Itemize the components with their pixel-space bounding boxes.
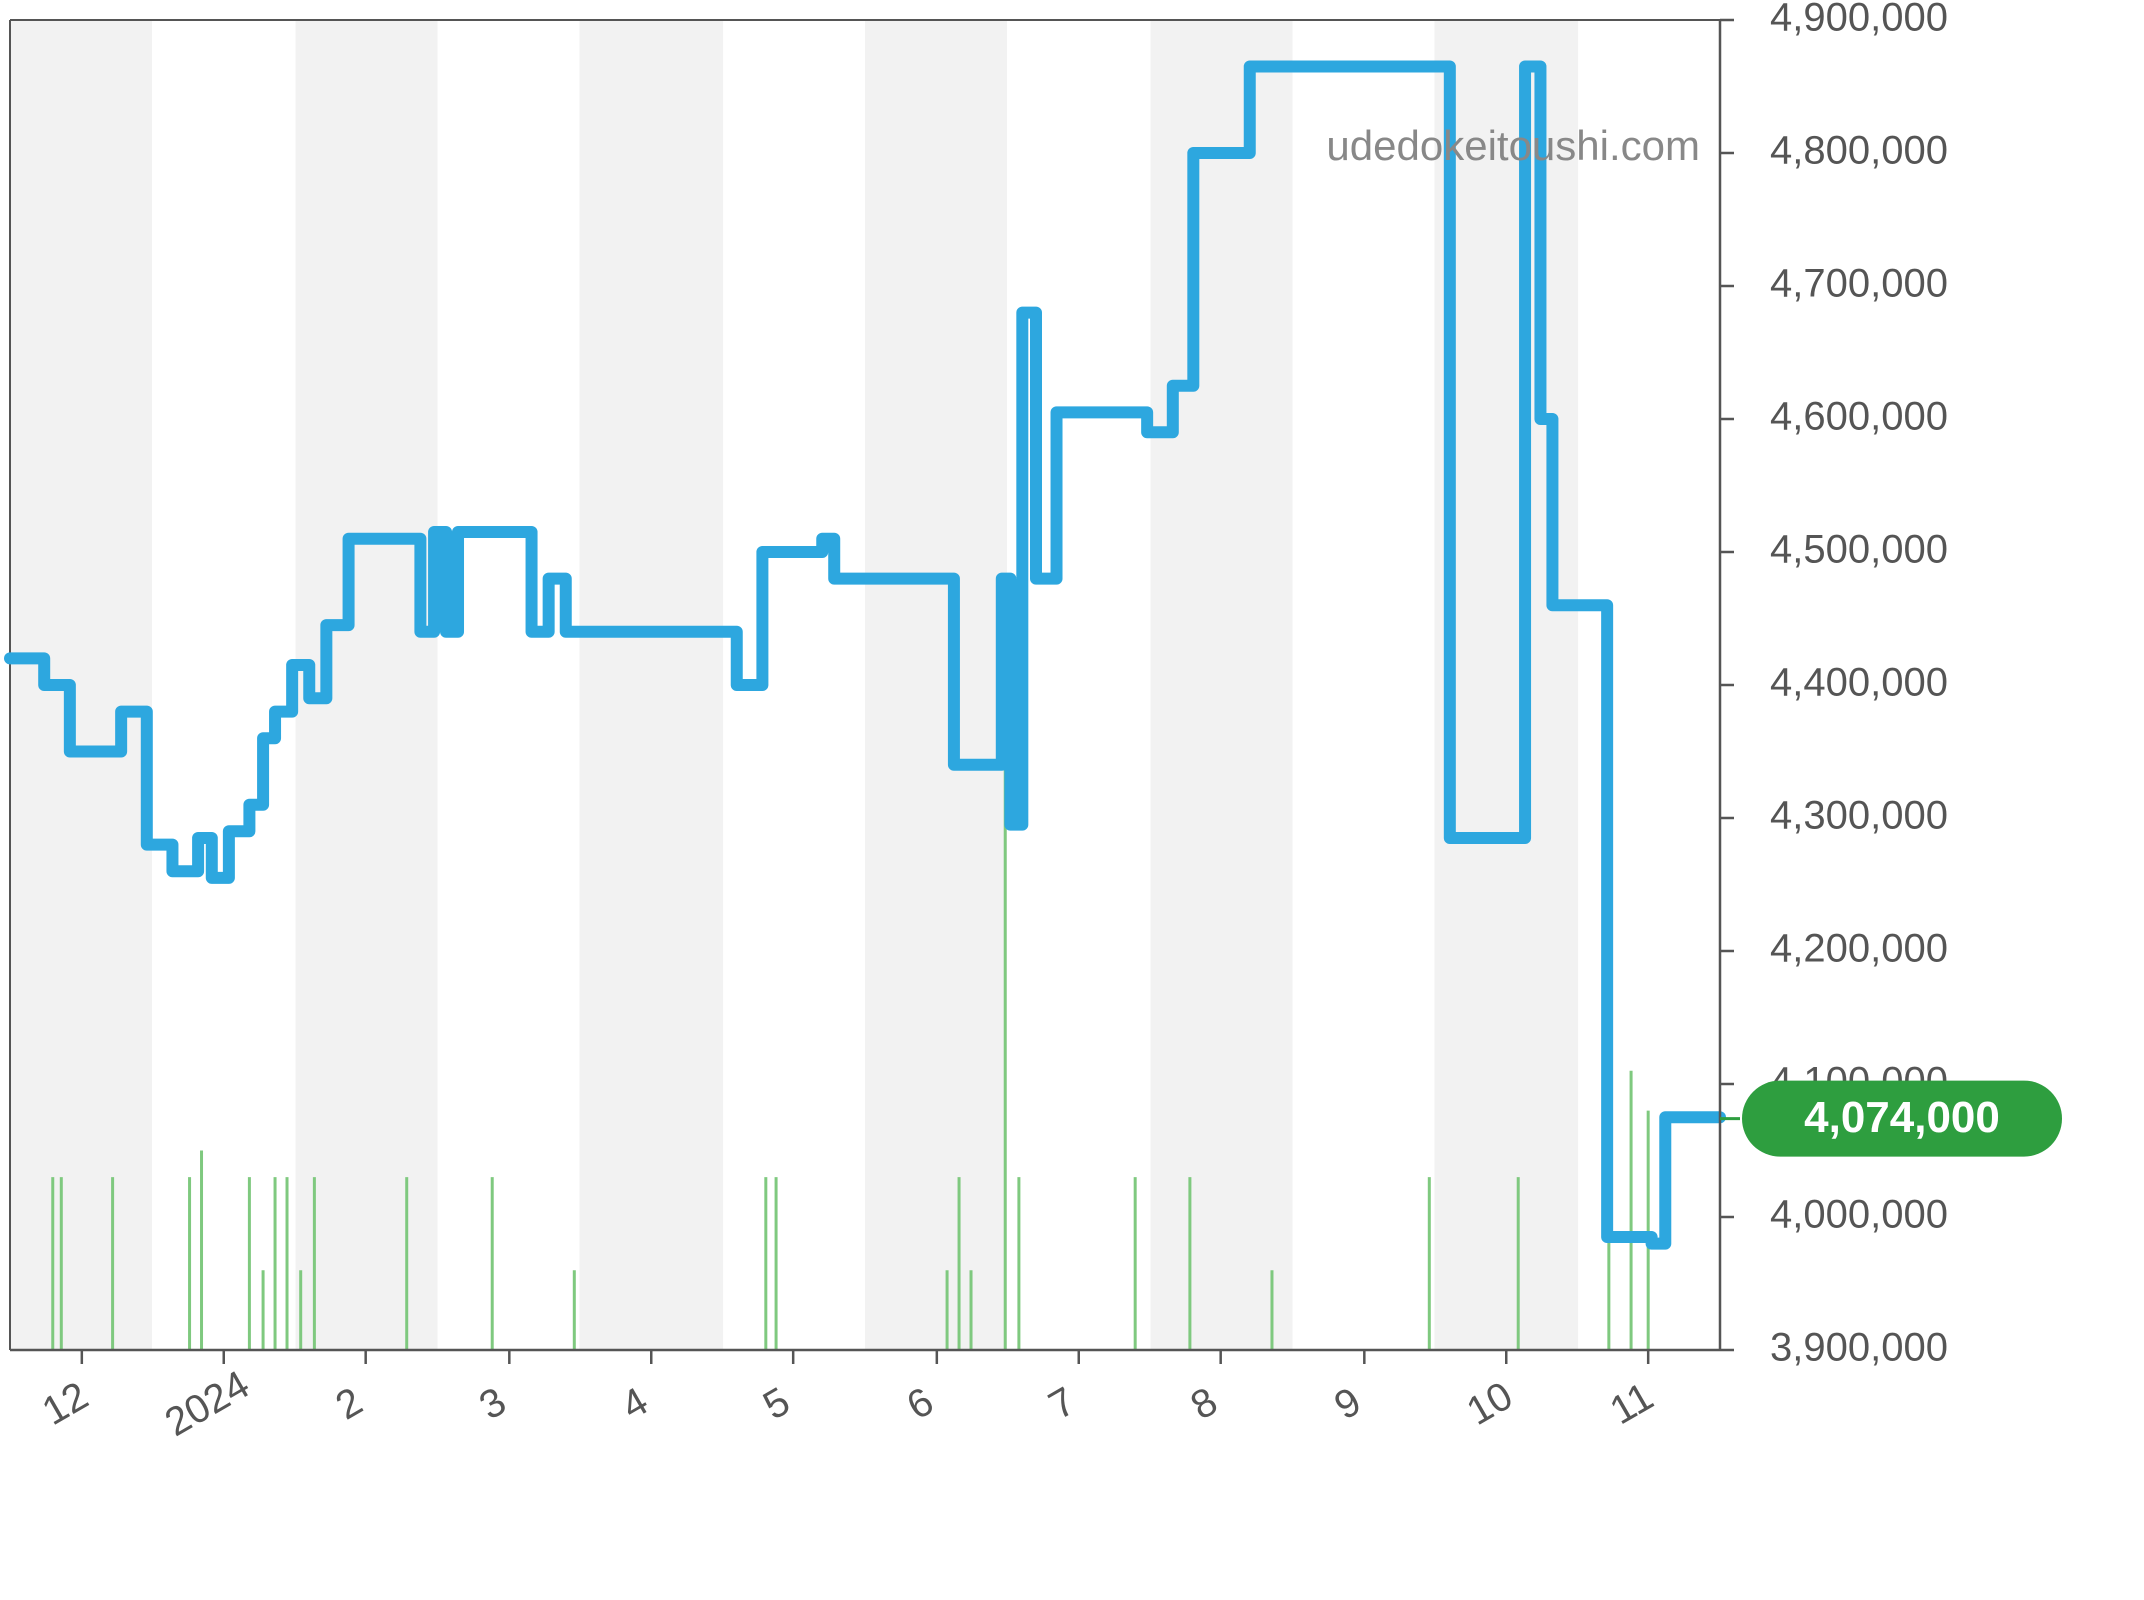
month-band (1151, 20, 1293, 1350)
callout-value: 4,074,000 (1804, 1093, 2000, 1142)
x-tick-label: 6 (900, 1379, 941, 1428)
y-tick-label: 4,900,000 (1770, 0, 1948, 40)
current-value-callout: 4,074,000 (1720, 1081, 2062, 1157)
x-tick-label: 8 (1184, 1379, 1225, 1428)
month-band (579, 20, 723, 1350)
x-tick-label: 10 (1459, 1374, 1520, 1434)
month-bands (10, 20, 1578, 1350)
month-band (865, 20, 1007, 1350)
x-tick-label: 4 (614, 1379, 655, 1428)
y-tick-label: 4,600,000 (1770, 395, 1948, 439)
x-tick-label: 3 (472, 1379, 513, 1428)
month-band (1434, 20, 1578, 1350)
month-band (296, 20, 438, 1350)
x-tick-label: 7 (1042, 1379, 1083, 1428)
y-tick-label: 4,800,000 (1770, 129, 1948, 173)
y-tick-label: 4,700,000 (1770, 262, 1948, 306)
x-tick-label: 9 (1327, 1379, 1368, 1428)
x-tick-label: 12 (35, 1374, 96, 1434)
chart-svg: 3,900,0004,000,0004,100,0004,200,0004,30… (0, 0, 2144, 1600)
x-tick-label: 11 (1603, 1374, 1661, 1433)
month-band (10, 20, 152, 1350)
volume-bars (53, 752, 1648, 1351)
price-chart: 3,900,0004,000,0004,100,0004,200,0004,30… (0, 0, 2144, 1600)
y-tick-label: 4,200,000 (1770, 927, 1948, 971)
x-ticks: 12 2024 2 3 4 5 6 7 8 9 10 11 (35, 1350, 1661, 1445)
y-tick-label: 4,400,000 (1770, 661, 1948, 705)
y-tick-label: 4,300,000 (1770, 794, 1948, 838)
watermark-text: udedokeitoushi.com (1326, 122, 1700, 169)
x-tick-label: 2024 (158, 1362, 257, 1445)
x-tick-label: 5 (756, 1379, 797, 1428)
y-ticks: 3,900,0004,000,0004,100,0004,200,0004,30… (1720, 0, 1948, 1370)
y-tick-label: 3,900,000 (1770, 1326, 1948, 1370)
y-tick-label: 4,500,000 (1770, 528, 1948, 572)
x-tick-label: 2 (329, 1379, 370, 1428)
y-tick-label: 4,000,000 (1770, 1193, 1948, 1237)
